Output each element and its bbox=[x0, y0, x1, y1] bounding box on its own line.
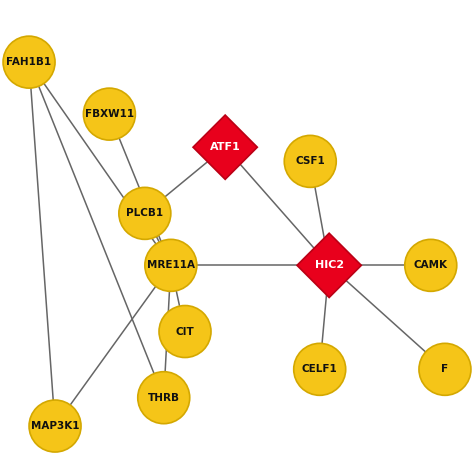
Circle shape bbox=[3, 36, 55, 88]
Circle shape bbox=[29, 400, 81, 452]
Circle shape bbox=[145, 239, 197, 292]
Circle shape bbox=[119, 187, 171, 239]
Text: CAMK: CAMK bbox=[414, 260, 448, 270]
Text: CIT: CIT bbox=[176, 327, 194, 337]
Text: FAH1B1: FAH1B1 bbox=[7, 57, 52, 67]
Circle shape bbox=[138, 372, 190, 424]
Text: THRB: THRB bbox=[148, 392, 180, 403]
Polygon shape bbox=[193, 115, 257, 179]
Text: F: F bbox=[441, 365, 448, 374]
Circle shape bbox=[419, 343, 471, 395]
Text: MAP3K1: MAP3K1 bbox=[31, 421, 79, 431]
Circle shape bbox=[159, 306, 211, 357]
Polygon shape bbox=[297, 233, 361, 298]
Text: CELF1: CELF1 bbox=[302, 365, 337, 374]
Circle shape bbox=[405, 239, 457, 292]
Text: CSF1: CSF1 bbox=[295, 156, 325, 166]
Text: MRE11A: MRE11A bbox=[147, 260, 195, 270]
Text: PLCB1: PLCB1 bbox=[126, 209, 164, 219]
Circle shape bbox=[294, 343, 346, 395]
Text: HIC2: HIC2 bbox=[315, 260, 344, 270]
Circle shape bbox=[83, 88, 136, 140]
Text: ATF1: ATF1 bbox=[210, 142, 241, 152]
Circle shape bbox=[284, 136, 336, 187]
Text: FBXW11: FBXW11 bbox=[85, 109, 134, 119]
